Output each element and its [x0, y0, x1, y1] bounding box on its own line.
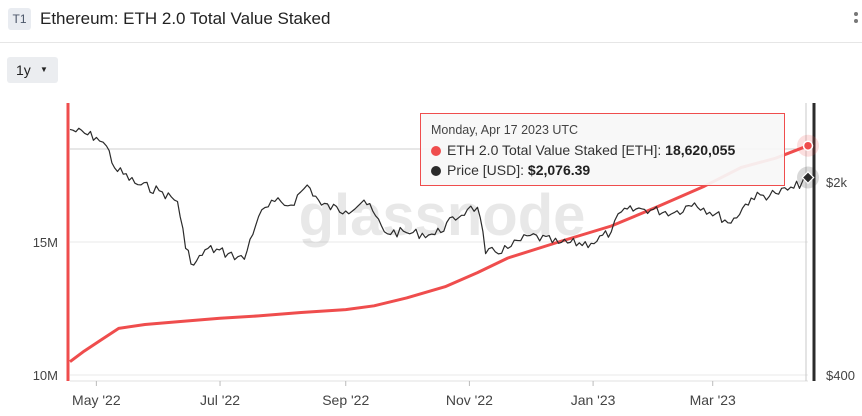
tooltip-staked-label: ETH 2.0 Total Value Staked [ETH]: — [447, 142, 666, 158]
chart-header: T1 Ethereum: ETH 2.0 Total Value Staked — [0, 0, 862, 43]
x-tick-label: May '22 — [72, 392, 121, 408]
tooltip-price-label: Price [USD]: — [447, 162, 528, 178]
time-range-dropdown[interactable]: 1y ▼ — [7, 57, 58, 83]
x-tick-label: Jan '23 — [571, 392, 616, 408]
time-range-label: 1y — [16, 62, 31, 78]
tooltip-price-value: $2,076.39 — [527, 162, 591, 178]
more-options-icon[interactable] — [850, 10, 862, 30]
tooltip-row-staked: ETH 2.0 Total Value Staked [ETH]: 18,620… — [431, 142, 735, 158]
x-tick-label: Jul '22 — [200, 392, 240, 408]
staked-dot-icon — [431, 146, 441, 156]
caret-down-icon: ▼ — [40, 65, 48, 74]
y-left-tick-label: 15M — [33, 235, 58, 250]
tooltip-staked-value: 18,620,055 — [665, 142, 736, 158]
series-line-staked — [69, 144, 809, 363]
x-tick-label: Mar '23 — [690, 392, 736, 408]
watermark-text: glassnode — [299, 183, 586, 248]
tooltip-date: Monday, Apr 17 2023 UTC — [431, 123, 579, 137]
staked-marker — [802, 140, 814, 151]
x-tick-label: Sep '22 — [322, 392, 369, 408]
y-right-tick-label: $2k — [826, 175, 847, 190]
x-tick-label: Nov '22 — [446, 392, 493, 408]
tooltip: Monday, Apr 17 2023 UTC ETH 2.0 Total Va… — [420, 113, 785, 186]
tooltip-row-price: Price [USD]: $2,076.39 — [431, 162, 590, 178]
price-dot-icon — [431, 166, 441, 176]
price-marker — [801, 170, 815, 185]
tier-badge: T1 — [8, 8, 31, 30]
series-line-price — [69, 127, 809, 266]
chart-title: Ethereum: ETH 2.0 Total Value Staked — [40, 9, 331, 28]
y-right-tick-label: $400 — [826, 368, 855, 383]
y-left-tick-label: 10M — [33, 368, 58, 383]
